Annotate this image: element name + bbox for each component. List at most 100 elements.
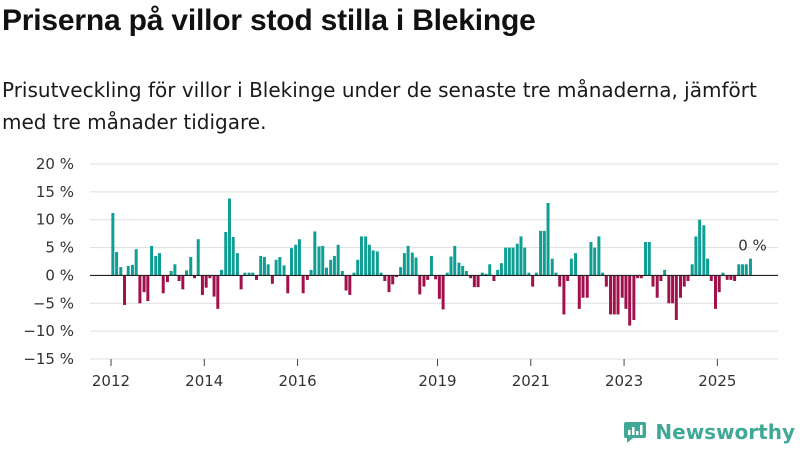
bar (539, 230, 543, 276)
bar (297, 239, 301, 276)
bar (714, 275, 717, 309)
bar (604, 275, 608, 287)
bar (165, 275, 169, 283)
bar (243, 272, 247, 276)
bar (216, 275, 220, 309)
bar (585, 275, 589, 298)
bar (313, 231, 317, 276)
bar (394, 275, 398, 278)
chart-subtitle: Prisutveckling för villor i Blekinge und… (2, 78, 757, 134)
bar (274, 259, 278, 276)
bar (644, 242, 648, 276)
bar (651, 275, 655, 287)
y-tick-label: 20 % (36, 155, 74, 173)
bar (566, 275, 570, 281)
bar (259, 255, 263, 276)
bar (290, 248, 293, 276)
bar (146, 275, 150, 302)
annotations: 0 % (738, 237, 767, 255)
y-tick-label: −15 % (23, 350, 74, 368)
bar (562, 275, 566, 315)
bar (488, 264, 492, 276)
bar (671, 275, 675, 304)
bar (220, 269, 224, 276)
bar (717, 275, 721, 293)
x-tick-label: 2014 (185, 372, 223, 390)
bar (321, 245, 325, 276)
y-tick-label: −10 % (23, 322, 74, 340)
bar (577, 275, 581, 309)
bar (192, 275, 196, 279)
bar (200, 275, 204, 295)
x-tick-label: 2023 (605, 372, 643, 390)
bar (569, 258, 573, 276)
bar (375, 251, 379, 276)
bar (111, 213, 115, 276)
x-axis-ticks: 2012 2014 2016 2019 2021 2023 2025 (92, 359, 736, 390)
bar (531, 275, 535, 287)
bar (324, 267, 328, 276)
bar (235, 253, 239, 276)
bar (208, 275, 212, 279)
bar (492, 275, 496, 281)
bar (422, 275, 426, 287)
bar (515, 243, 519, 276)
bar (418, 275, 422, 295)
bar (737, 264, 741, 276)
bar (402, 253, 406, 276)
bar (367, 244, 371, 276)
brand: Newsworthy (623, 420, 795, 444)
bar (659, 275, 663, 281)
bar (682, 275, 686, 287)
bar (154, 255, 158, 276)
newsworthy-logo-icon (624, 422, 647, 443)
bar (130, 264, 134, 276)
bar (231, 236, 235, 276)
bar (305, 275, 309, 280)
bar (247, 272, 251, 276)
bar (185, 270, 189, 276)
bar (169, 270, 173, 276)
bar-chart: 20 %15 %10 %5 %0 %−5 %−10 %−15 % 2012 201… (23, 155, 778, 390)
bar (262, 257, 266, 276)
bar (612, 275, 616, 315)
bar (142, 275, 146, 293)
bar (158, 253, 161, 276)
bar (196, 239, 200, 276)
bar (379, 272, 383, 276)
bar (639, 275, 643, 279)
bar (511, 247, 515, 276)
bar (414, 257, 418, 276)
bar (721, 272, 725, 276)
x-tick-label: 2012 (92, 372, 130, 390)
bar (294, 244, 298, 276)
bar (161, 275, 165, 294)
bar (694, 236, 698, 276)
bar (601, 272, 605, 276)
bar (282, 265, 286, 276)
last-value-label: 0 % (738, 237, 767, 255)
bar (181, 275, 185, 290)
bar (348, 275, 352, 295)
bar (647, 242, 651, 276)
bar (558, 275, 562, 287)
x-tick-label: 2021 (512, 372, 550, 390)
bar (550, 258, 554, 276)
bar (204, 275, 208, 288)
bar (301, 275, 305, 294)
bar (507, 247, 511, 276)
bar (523, 247, 527, 276)
bar (115, 252, 119, 276)
x-tick-label: 2019 (418, 372, 456, 390)
chart-title: Priserna på villor stod stilla i Bleking… (2, 4, 536, 37)
bar (119, 267, 123, 276)
y-tick-label: 5 % (45, 239, 74, 257)
bar (616, 275, 620, 315)
bar (457, 262, 461, 276)
bar (469, 275, 473, 279)
bar (445, 272, 449, 276)
bar (426, 275, 430, 280)
bar (356, 259, 360, 276)
bar (496, 269, 500, 276)
bar (255, 275, 259, 280)
